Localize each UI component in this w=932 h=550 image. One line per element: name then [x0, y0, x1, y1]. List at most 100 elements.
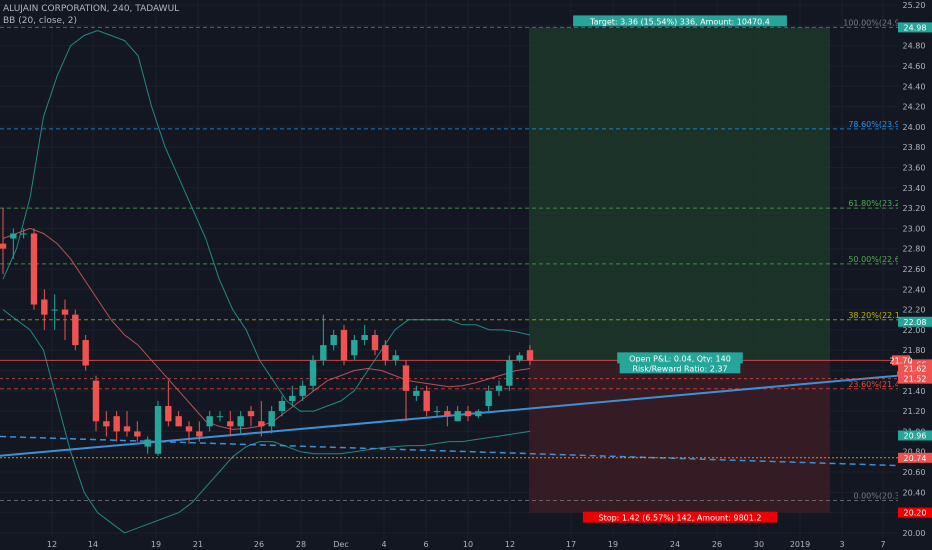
price-tag-bg: [898, 452, 932, 463]
price-tick-label: 25.20: [903, 1, 926, 10]
price-tag-bg: [898, 373, 932, 384]
bollinger-bands-layer: [2, 29, 531, 534]
fib-level-label: 61.80%(23.20): [848, 199, 908, 208]
price-tick-label: 22.40: [903, 285, 926, 294]
candle-body: [92, 380, 100, 422]
candle-body: [103, 421, 110, 427]
price-tag: 20.96: [904, 431, 927, 440]
candle-body: [216, 416, 224, 418]
price-tag-bg: [898, 363, 932, 374]
last-price-tag: 21.70: [890, 356, 913, 365]
target-label: Target: 3.36 (15.54%) 336, Amount: 10470…: [589, 17, 770, 26]
time-tick-label: 21: [193, 540, 203, 549]
candle-body: [526, 350, 534, 361]
time-tick-label: Dec: [333, 540, 348, 549]
time-tick-label: 14: [88, 540, 98, 549]
bb-upper-band: [2, 29, 531, 412]
price-tag: 20.74: [904, 454, 927, 463]
time-tick-label: 12: [47, 540, 57, 549]
price-tick-label: 24.00: [903, 123, 926, 132]
price-tick-label: 20.60: [903, 468, 926, 477]
candle-body: [165, 406, 172, 422]
fib-level-label: 38.20%(22.10): [848, 311, 908, 320]
candle-body: [10, 233, 17, 239]
candle-body: [144, 439, 151, 447]
time-tick-label: 26: [254, 540, 264, 549]
price-tag-bg: [898, 316, 932, 327]
target-zone: [529, 27, 830, 361]
bb-basis: [2, 227, 531, 430]
chart-header: ALUJAIN CORPORATION, 240, TADAWUL BB (20…: [3, 3, 179, 27]
price-tick-label: 23.20: [903, 204, 926, 213]
price-tag: 21.62: [904, 364, 927, 373]
price-tag: 20.20: [904, 509, 927, 518]
target-label-bg: [573, 15, 787, 27]
candle-body: [51, 309, 58, 311]
candle-body: [361, 334, 368, 341]
last-price-tag-bg: [892, 355, 910, 366]
candle-body: [30, 233, 38, 305]
price-tag: 21.52: [904, 375, 927, 384]
candle-body: [402, 365, 410, 391]
candle-body: [485, 390, 492, 407]
open-pnl-label-bg: [617, 352, 743, 364]
candle-body: [289, 395, 296, 401]
candles-layer: [0, 208, 534, 456]
price-tick-label: 20.40: [903, 488, 926, 497]
candle-body: [247, 411, 255, 417]
price-tick-label: 20.00: [903, 529, 926, 538]
price-tick-label: 24.40: [903, 82, 926, 91]
bb-lower-band: [2, 309, 531, 534]
fib-level-label: 0.00%(20.32): [853, 491, 908, 500]
candle-body: [495, 385, 503, 391]
candle-body: [237, 416, 244, 427]
fib-level-label: 100.00%(24.98): [843, 18, 908, 27]
price-tag: 01:31:51: [897, 369, 932, 378]
candle-body: [320, 345, 327, 361]
candle-body: [475, 411, 482, 417]
fibonacci-layer: 100.00%(24.98) 78.60%(23.98) 61.80%(23.20)…: [0, 18, 910, 501]
time-axis[interactable]: 12 14 19 21 26 28 Dec 4 6 10 12 17 19 24 26 30 2019 3 7: [0, 538, 932, 550]
price-tick-label: 24.20: [903, 103, 926, 112]
candle-body: [206, 416, 213, 427]
time-tick-label: 10: [463, 540, 473, 549]
candle-body: [123, 426, 131, 432]
price-tick-label: 22.20: [903, 306, 926, 315]
fib-level-label: 23.60%(21.42): [848, 380, 908, 389]
candle-body: [413, 390, 420, 396]
time-tick-label: 4: [381, 540, 386, 549]
candle-body: [382, 345, 389, 361]
candle-body: [134, 431, 141, 437]
candle-body: [330, 334, 337, 346]
candle-body: [175, 416, 182, 427]
price-tag-bg: [898, 507, 932, 518]
price-axis[interactable]: 25.2025.0024.8024.6024.4024.2024.0023.80…: [890, 0, 932, 550]
price-tick-label: 23.40: [903, 184, 926, 193]
price-tag-bg: [898, 22, 932, 33]
candle-body: [371, 334, 379, 351]
time-tick-label: 2019: [790, 540, 810, 549]
position-zones: [529, 27, 830, 513]
price-tick-label: 22.00: [903, 326, 926, 335]
candle-body: [433, 411, 441, 413]
risk-reward-label: Risk/Reward Ratio: 2.37: [632, 364, 727, 373]
time-tick-label: 30: [754, 540, 764, 549]
symbol-title: ALUJAIN CORPORATION, 240, TADAWUL: [3, 4, 180, 14]
candle-body: [444, 411, 451, 417]
price-tick-label: 20.80: [903, 448, 926, 457]
price-tick-label: 21.20: [903, 407, 926, 416]
dashed-trendline: [0, 435, 911, 467]
time-tick-label: 19: [151, 540, 161, 549]
candle-body: [82, 340, 89, 366]
candle-body: [516, 355, 523, 361]
fib-level-label: 50.00%(22.65): [848, 255, 908, 264]
price-tick-label: 21.40: [903, 387, 926, 396]
candle-body: [72, 314, 79, 346]
candle-body: [423, 390, 430, 412]
candle-body: [268, 411, 275, 427]
risk-reward-label-bg: [619, 362, 741, 374]
candle-body: [340, 329, 348, 361]
price-tick-label: 24.60: [903, 62, 926, 71]
price-tick-label: 21.80: [903, 346, 926, 355]
